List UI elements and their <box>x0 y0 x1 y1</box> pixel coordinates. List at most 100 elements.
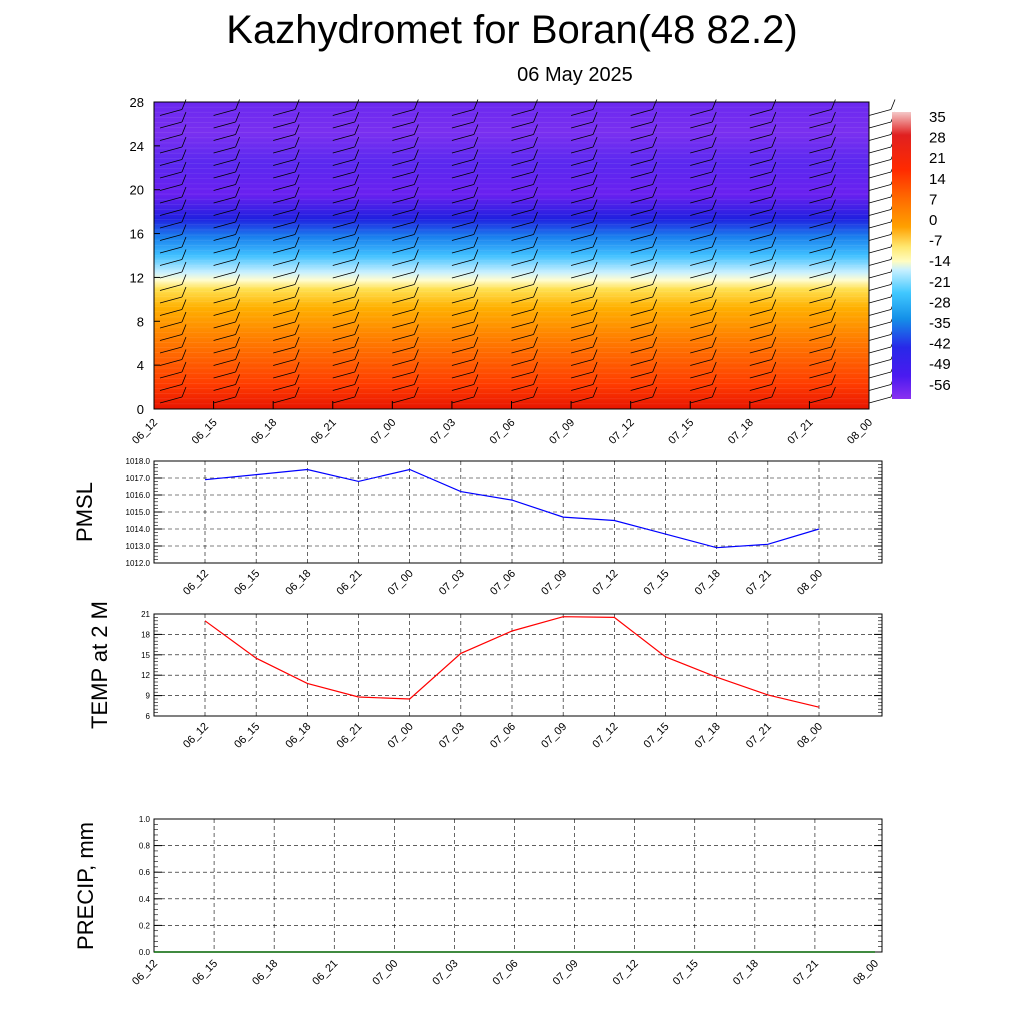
wind-barb <box>392 321 415 329</box>
wind-barb-flag <box>592 386 598 398</box>
wind-barb <box>392 371 415 379</box>
wind-barb-flag <box>181 186 187 198</box>
wind-barb <box>213 246 236 254</box>
wind-barb <box>159 184 183 191</box>
wind-barb <box>273 196 296 204</box>
wind-barb <box>213 259 236 266</box>
wind-barb <box>451 184 475 191</box>
y-tick-label: 1018.0 <box>126 457 151 466</box>
y-tick-label: 1015.0 <box>126 508 151 517</box>
y-tick-label: 28 <box>130 95 144 110</box>
wind-barb <box>749 121 772 129</box>
wind-barb-flag <box>294 374 300 385</box>
wind-barb <box>332 284 355 291</box>
wind-barb-flag <box>533 374 538 385</box>
wind-barb <box>213 371 236 379</box>
wind-barb <box>630 359 653 366</box>
wind-barb <box>749 271 772 279</box>
wind-barb-flag <box>831 336 836 348</box>
wind-barb <box>273 284 296 291</box>
wind-barb <box>809 221 832 229</box>
x-tick-label: 07_03 <box>437 721 467 751</box>
wind-barb-flag <box>235 174 240 185</box>
wind-barb-flag <box>652 124 658 135</box>
wind-barb <box>690 359 713 366</box>
x-tick-label: 06_12 <box>181 568 211 598</box>
wind-barb-flag <box>533 261 538 273</box>
wind-barb-flag <box>652 361 658 373</box>
wind-barb-flag <box>354 124 360 135</box>
wind-barb-flag <box>181 174 187 185</box>
wind-barb-flag <box>533 286 538 298</box>
wind-barb <box>451 121 475 129</box>
wind-barb-flag <box>711 386 717 398</box>
wind-barb-flag <box>592 349 598 360</box>
wind-barb <box>570 359 594 366</box>
wind-barb-flag <box>592 361 598 373</box>
wind-barb <box>809 346 832 354</box>
wind-barb <box>868 346 892 354</box>
colorbar-label: -28 <box>929 294 951 311</box>
chart-title: Kazhydromet for Boran(48 82.2) <box>226 8 798 52</box>
wind-barb-flag <box>771 111 777 123</box>
wind-barb <box>213 109 236 116</box>
wind-barb <box>451 284 475 291</box>
wind-barb <box>749 384 772 391</box>
wind-barb-flag <box>831 111 836 123</box>
wind-barb-flag <box>771 161 777 173</box>
wind-barb-flag <box>181 311 187 323</box>
wind-barb-flag <box>652 111 658 123</box>
y-axis-label: PMSL <box>72 482 97 542</box>
y-tick-label: 1016.0 <box>126 491 151 500</box>
wind-barb <box>868 259 892 266</box>
wind-barb-flag <box>181 136 187 148</box>
wind-barb <box>392 159 415 166</box>
wind-barb-flag <box>413 349 419 360</box>
wind-barb-flag <box>711 211 717 223</box>
wind-barb <box>749 159 772 166</box>
wind-barb-flag <box>652 286 658 298</box>
wind-barb <box>273 334 296 341</box>
wind-barb-flag <box>473 211 479 223</box>
wind-barb <box>159 159 183 166</box>
x-tick-label: 07_15 <box>666 417 696 447</box>
wind-barb <box>392 346 415 354</box>
y-tick-label: 21 <box>141 610 150 619</box>
wind-barb <box>749 346 772 354</box>
wind-barb <box>809 159 832 166</box>
wind-barb-flag <box>473 386 479 398</box>
wind-barb <box>159 209 183 216</box>
wind-barb <box>749 171 772 179</box>
wind-barb-flag <box>533 186 538 198</box>
heatmap-field <box>154 102 869 409</box>
y-tick-label: 1013.0 <box>126 542 151 551</box>
wind-barb <box>392 184 415 191</box>
wind-barb-flag <box>235 324 240 335</box>
wind-barb <box>273 246 296 254</box>
wind-barb <box>159 171 183 179</box>
wind-barb-flag <box>771 336 777 348</box>
wind-barb-flag <box>831 361 836 373</box>
wind-barb-flag <box>294 274 300 285</box>
wind-barb-flag <box>771 149 777 160</box>
x-tick-label: 07_00 <box>386 721 416 751</box>
x-tick-label: 06_18 <box>283 568 313 598</box>
wind-barb <box>213 396 236 404</box>
wind-barb-flag <box>413 124 419 135</box>
wind-barb-flag <box>652 99 658 110</box>
wind-barb-flag <box>652 236 658 248</box>
wind-barb <box>511 234 534 241</box>
wind-barb <box>570 334 594 341</box>
y-tick-label: 12 <box>130 270 144 285</box>
wind-barb-flag <box>181 111 187 123</box>
wind-barb <box>273 159 296 166</box>
wind-barb-flag <box>592 149 598 160</box>
wind-barb <box>332 209 355 216</box>
wind-barb <box>749 196 772 204</box>
wind-barb <box>392 146 415 154</box>
wind-barb-flag <box>771 299 777 310</box>
wind-barb-flag <box>354 136 360 148</box>
wind-barb-flag <box>413 249 419 260</box>
wind-barb <box>868 296 892 304</box>
